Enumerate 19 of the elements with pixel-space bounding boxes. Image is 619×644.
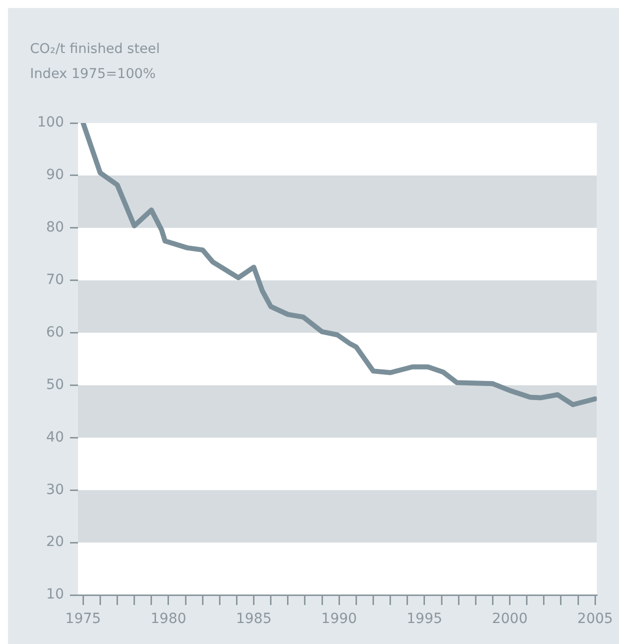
- y-tick-label: 10: [46, 586, 64, 603]
- y-tick-label: 50: [46, 376, 64, 393]
- x-tick-label: 1995: [406, 611, 442, 628]
- chart-subtitle: Index 1975=100%: [30, 66, 156, 82]
- x-tick-label: 2000: [492, 611, 528, 628]
- y-tick-label: 80: [46, 220, 64, 236]
- y-tick-label: 20: [46, 534, 64, 550]
- y-tick-label: 100: [37, 114, 64, 131]
- y-tick-label: 90: [46, 167, 64, 184]
- y-tick-label: 30: [46, 482, 64, 498]
- x-tick-label: 1980: [150, 611, 186, 628]
- y-tick-label: 70: [46, 272, 64, 288]
- y-tick-label: 40: [46, 429, 64, 446]
- chart-title: CO₂/t finished steel: [30, 41, 160, 57]
- x-tick-label: 2005: [577, 611, 613, 628]
- x-tick-label: 1975: [65, 611, 101, 628]
- x-tick-label: 1990: [321, 611, 357, 628]
- x-tick-label: 1985: [236, 611, 272, 628]
- y-tick-label: 60: [46, 324, 64, 340]
